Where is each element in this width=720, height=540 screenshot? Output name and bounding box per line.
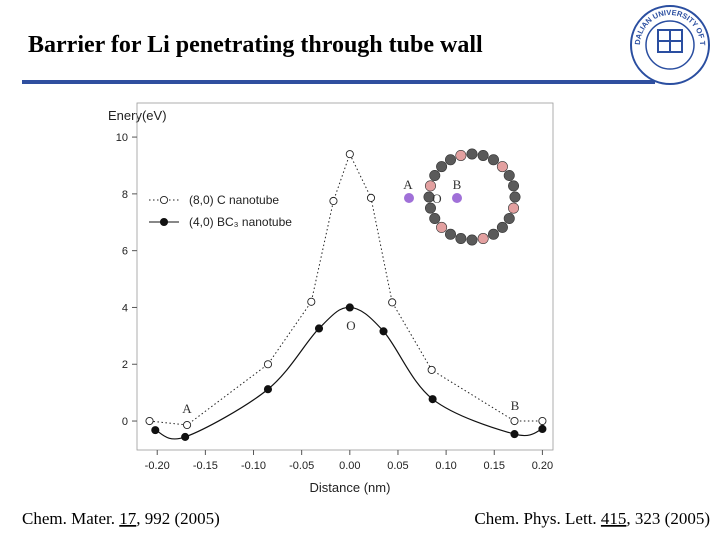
citation: Chem. Mater. 17, 992 (2005) [22,509,220,528]
data-point [263,385,273,394]
x-axis-title: Distance (nm) [310,480,391,495]
x-tick-label: -0.05 [289,460,314,472]
data-point [307,297,316,306]
y-tick-label: 8 [122,189,128,201]
atom [436,221,448,233]
legend-label: (8,0) C nanotube [189,193,279,207]
y-tick-label: 4 [122,302,128,314]
citation-journal: Chem. Mater. [22,509,115,528]
atom [444,228,456,240]
annotation: O [346,318,355,333]
atom [496,221,508,233]
data-point [510,416,519,426]
slide-title: Barrier for Li penetrating through tube … [28,32,483,58]
atom [503,213,515,225]
x-tick-label: 0.00 [339,460,360,472]
x-tick-label: 0.20 [532,460,553,472]
x-tick-label: 0.05 [387,460,408,472]
y-tick-label: 2 [122,359,128,371]
data-point [345,150,354,159]
data-point [145,416,154,426]
data-point [314,324,324,333]
y-tick-label: 0 [122,416,128,428]
legend-label: (4,0) BC₃ nanotube [189,215,292,229]
citation-volume: 17 [119,509,137,528]
data-point [388,298,397,307]
atom [429,213,441,225]
atom [477,233,489,245]
atom [508,180,520,192]
y-tick-label: 6 [122,246,128,258]
citation-volume: 415 [601,509,627,528]
atom [436,161,448,173]
atom [429,170,441,182]
x-tick-label: -0.20 [145,460,170,472]
inset [404,148,521,246]
atom [424,202,436,214]
data-point [379,327,388,336]
inset-label: A [403,177,413,192]
series-line [149,152,543,426]
legend-marker [159,195,169,205]
citation: Chem. Phys. Lett. 415, 323 (2005) [474,509,710,528]
data-point [510,430,519,439]
atom [496,161,508,173]
atom [455,149,467,161]
data-point [181,432,190,441]
title-rule [22,80,655,84]
citation-rest: , 992 (2005) [136,509,220,528]
atom [509,191,521,203]
citation-rest: , 323 (2005) [626,509,710,528]
atom [466,234,478,246]
data-point [329,196,338,206]
li-atom [452,193,462,203]
data-point [538,416,547,426]
plot-frame [136,102,554,451]
annotation: A [182,401,192,416]
data-point [263,360,273,369]
data-point [366,193,376,202]
data-point [428,395,437,404]
atom [424,180,436,192]
atom [508,202,520,214]
inset-label: O [432,191,441,206]
data-point [151,426,160,435]
atom [487,228,499,240]
x-tick-label: -0.15 [193,460,218,472]
atom [423,191,435,203]
data-point [183,420,192,430]
data-point [427,365,436,374]
data-point [538,424,547,434]
atom [503,170,515,182]
data-point [345,303,354,312]
atom [455,233,467,245]
atom [444,154,456,166]
annotation: B [511,398,520,413]
x-tick-label: 0.15 [484,460,505,472]
citation-journal: Chem. Phys. Lett. [474,509,596,528]
atom [487,154,499,166]
inset-label: B [453,177,462,192]
y-tick-label: 10 [116,132,128,144]
li-atom [404,193,414,203]
atom [477,149,489,161]
legend-marker [159,217,169,227]
atom [466,148,478,160]
x-tick-label: 0.10 [435,460,456,472]
x-tick-label: -0.10 [241,460,266,472]
